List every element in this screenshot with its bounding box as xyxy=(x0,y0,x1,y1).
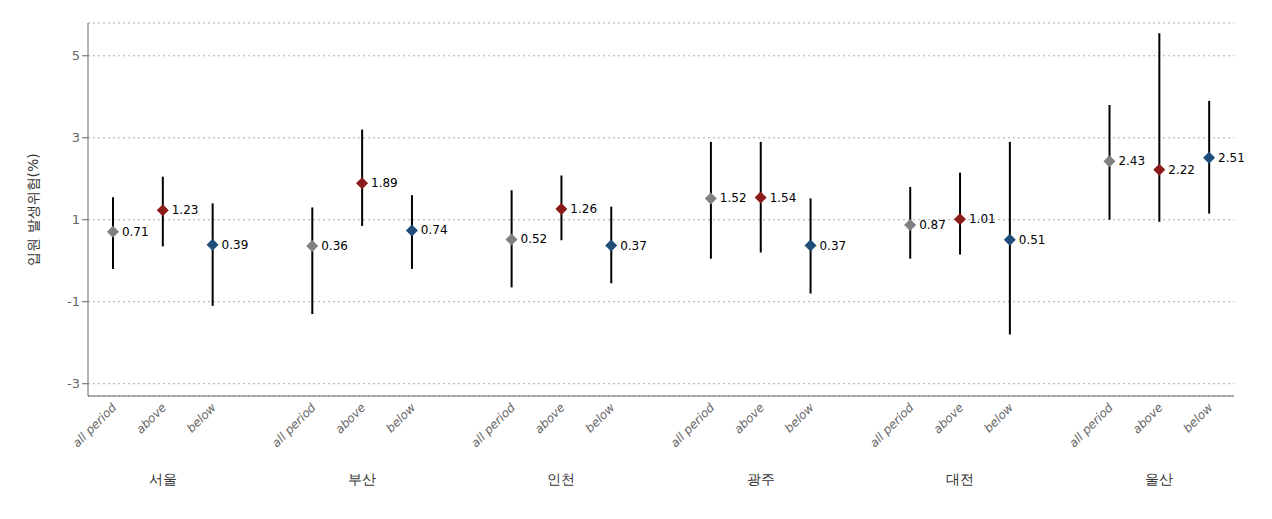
svg-text:above: above xyxy=(930,400,966,436)
svg-text:0.52: 0.52 xyxy=(521,232,548,246)
svg-text:above: above xyxy=(332,400,368,436)
svg-text:울산: 울산 xyxy=(1145,471,1173,487)
svg-text:below: below xyxy=(782,400,817,435)
svg-text:0.71: 0.71 xyxy=(122,225,149,239)
svg-text:입원 발생위험(%): 입원 발생위험(%) xyxy=(25,153,41,266)
svg-text:0.37: 0.37 xyxy=(620,239,647,253)
svg-text:all period: all period xyxy=(668,400,718,450)
svg-text:부산: 부산 xyxy=(348,471,376,487)
svg-text:0.39: 0.39 xyxy=(222,238,249,252)
svg-text:1.01: 1.01 xyxy=(969,212,996,226)
svg-text:below: below xyxy=(383,400,418,435)
svg-text:0.36: 0.36 xyxy=(321,239,348,253)
svg-text:all period: all period xyxy=(269,400,319,450)
svg-text:all period: all period xyxy=(70,400,120,450)
svg-text:1.54: 1.54 xyxy=(770,191,797,205)
svg-text:1: 1 xyxy=(72,212,80,227)
svg-text:above: above xyxy=(532,400,568,436)
svg-text:0.51: 0.51 xyxy=(1019,233,1046,247)
svg-text:2.22: 2.22 xyxy=(1168,163,1195,177)
svg-text:1.52: 1.52 xyxy=(720,191,747,205)
svg-text:below: below xyxy=(1180,400,1215,435)
svg-text:-1: -1 xyxy=(67,294,80,309)
svg-text:above: above xyxy=(133,400,169,436)
svg-text:2.51: 2.51 xyxy=(1218,151,1245,165)
svg-text:1.23: 1.23 xyxy=(172,203,199,217)
svg-text:서울: 서울 xyxy=(149,471,177,487)
svg-text:0.37: 0.37 xyxy=(819,239,846,253)
svg-text:5: 5 xyxy=(72,48,80,63)
svg-text:all period: all period xyxy=(1066,400,1116,450)
svg-text:광주: 광주 xyxy=(747,471,775,487)
svg-text:above: above xyxy=(1130,400,1166,436)
svg-text:2.43: 2.43 xyxy=(1118,154,1145,168)
svg-text:3: 3 xyxy=(72,130,80,145)
svg-text:1.26: 1.26 xyxy=(570,202,597,216)
svg-text:-3: -3 xyxy=(67,376,80,391)
svg-text:below: below xyxy=(583,400,618,435)
svg-text:above: above xyxy=(731,400,767,436)
svg-text:all period: all period xyxy=(468,400,518,450)
svg-text:0.87: 0.87 xyxy=(919,218,946,232)
svg-text:대전: 대전 xyxy=(946,471,974,487)
svg-text:all period: all period xyxy=(867,400,917,450)
svg-text:below: below xyxy=(184,400,219,435)
svg-text:below: below xyxy=(981,400,1016,435)
svg-text:0.74: 0.74 xyxy=(421,223,448,237)
svg-text:인천: 인천 xyxy=(547,471,575,487)
svg-text:1.89: 1.89 xyxy=(371,176,398,190)
